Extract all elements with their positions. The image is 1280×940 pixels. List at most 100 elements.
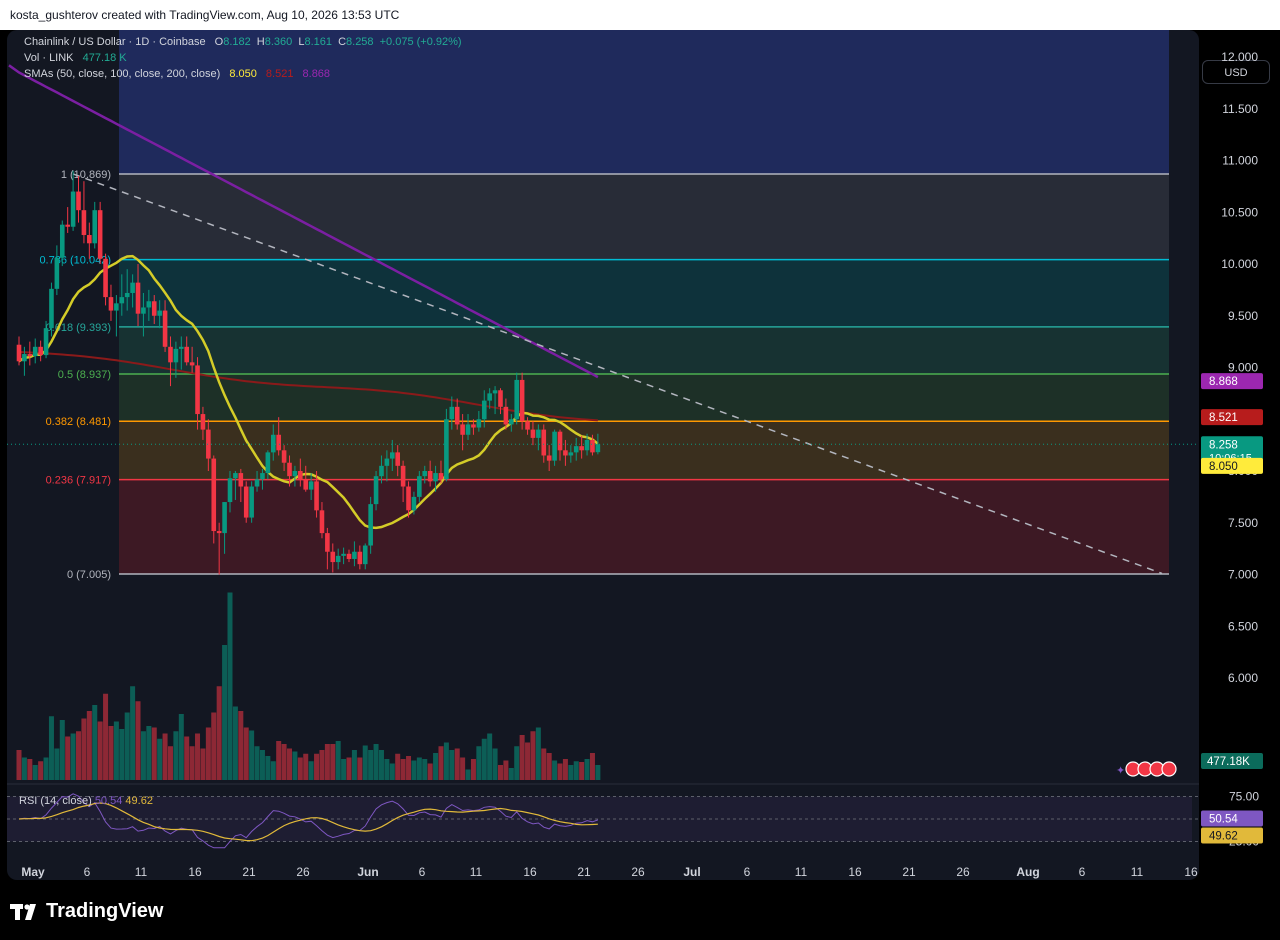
- volume-bar: [292, 751, 298, 780]
- volume-bar: [406, 756, 412, 780]
- candle: [32, 346, 38, 357]
- candle: [519, 379, 525, 422]
- y-axis-tick: 6.500: [1228, 619, 1258, 633]
- ohlc-open: 8.182: [223, 36, 251, 48]
- candle: [384, 458, 390, 466]
- candle: [595, 444, 601, 453]
- volume-bar: [389, 763, 395, 780]
- candle: [373, 476, 379, 505]
- candle: [216, 531, 222, 534]
- volume-bar: [508, 768, 514, 780]
- x-axis-tick: May: [21, 865, 45, 879]
- rsi-tag: [1201, 810, 1263, 827]
- volume-legend[interactable]: Vol · LINK 477.18 K: [24, 52, 127, 64]
- x-axis-tick: 26: [296, 865, 310, 879]
- footer: [0, 890, 1280, 940]
- chart-panel[interactable]: 1 (10.869) 0.786 (10.042) 0.618 (9.393) 0.5…: [7, 30, 1199, 880]
- symbol-legend[interactable]: Chainlink / US Dollar · 1D · Coinbase O8…: [24, 36, 462, 48]
- candle: [184, 346, 190, 363]
- x-axis-tick: 21: [902, 865, 916, 879]
- volume-bar: [222, 645, 228, 780]
- price-chart[interactable]: 1 (10.869)0.786 (10.042)0.618 (9.393)0.5…: [7, 30, 1199, 880]
- candle: [362, 545, 368, 565]
- candle: [43, 328, 49, 356]
- volume-bar: [470, 759, 476, 780]
- rsi-axis-tick: 75.00: [1229, 790, 1259, 804]
- x-axis-tick: 6: [744, 865, 751, 879]
- candle: [298, 471, 303, 480]
- y-axis-tick: 11.500: [1222, 102, 1258, 116]
- candle: [552, 431, 557, 461]
- volume-bar: [449, 750, 455, 780]
- candle: [427, 471, 433, 482]
- ohlc-open-label: O: [214, 36, 224, 48]
- volume-bar: [146, 726, 152, 780]
- candle: [287, 462, 292, 477]
- candle: [319, 510, 325, 534]
- candle: [357, 551, 363, 565]
- volume-bar: [211, 712, 217, 780]
- volume-bar: [103, 693, 109, 780]
- volume-bar: [54, 748, 60, 780]
- volume-tag: [1201, 753, 1263, 769]
- volume-bar: [411, 760, 417, 780]
- volume-bar: [378, 750, 384, 780]
- volume-bar: [16, 750, 22, 780]
- candle: [406, 486, 411, 511]
- candle: [260, 473, 265, 480]
- volume-bar: [97, 721, 103, 780]
- x-axis-tick: Jun: [357, 865, 378, 879]
- volume-bar: [119, 729, 125, 780]
- volume-bar: [384, 759, 390, 780]
- volume-bar: [373, 744, 379, 780]
- candle: [16, 344, 22, 362]
- volume-bar: [324, 744, 330, 780]
- volume-bar: [573, 761, 579, 780]
- y-axis-tick: 9.500: [1228, 309, 1258, 323]
- sma200-line: [8, 64, 599, 379]
- volume-bar: [562, 759, 568, 780]
- volume-bar: [113, 721, 119, 780]
- volume-bar: [438, 746, 444, 780]
- candle: [487, 393, 492, 401]
- candle: [568, 452, 574, 456]
- currency-button[interactable]: USD: [1202, 60, 1270, 84]
- candle: [243, 486, 249, 518]
- volume-bar: [157, 738, 163, 780]
- tradingview-logo-text: TradingView: [46, 900, 164, 922]
- candle: [584, 439, 590, 451]
- candle: [335, 555, 341, 563]
- price-tag-text: 8.521: [1209, 412, 1238, 424]
- price-axis[interactable]: 12.000 11.500 11.000 10.500 10.000 9.500 9.000…: [1199, 30, 1280, 890]
- candle: [238, 473, 244, 487]
- x-axis-tick: 6: [419, 865, 426, 879]
- volume-bar: [579, 762, 585, 780]
- candle: [108, 297, 114, 311]
- candle: [130, 282, 135, 293]
- y-axis-tick: 7.000: [1228, 568, 1258, 582]
- candle: [557, 431, 563, 451]
- volume-bar: [552, 760, 558, 780]
- y-axis-tick: 12.000: [1221, 50, 1258, 64]
- y-axis-tick: 11.000: [1222, 154, 1258, 168]
- sma50-value: 8.050: [229, 68, 257, 80]
- ohlc-low-label: L: [298, 36, 305, 48]
- candle: [195, 365, 200, 415]
- economic-events-icon[interactable]: ✦: [1116, 761, 1177, 777]
- fib-level-label: 0.5 (8.937): [58, 369, 111, 381]
- price-tag-text: 8.050: [1209, 461, 1238, 473]
- candle: [509, 419, 514, 425]
- candle: [573, 446, 579, 453]
- flag-icon: [1161, 761, 1177, 777]
- volume-bar: [108, 726, 114, 780]
- volume-bar: [38, 761, 44, 780]
- candle: [368, 504, 373, 546]
- candle: [433, 473, 438, 482]
- candle: [200, 414, 206, 430]
- candle: [179, 346, 184, 349]
- volume-bar: [400, 759, 406, 780]
- sma-legend[interactable]: SMAs (50, close, 100, close, 200, close)…: [24, 68, 330, 80]
- x-axis-tick: 16: [848, 865, 862, 879]
- candle: [38, 346, 43, 356]
- tradingview-logo[interactable]: TradingView: [10, 900, 163, 923]
